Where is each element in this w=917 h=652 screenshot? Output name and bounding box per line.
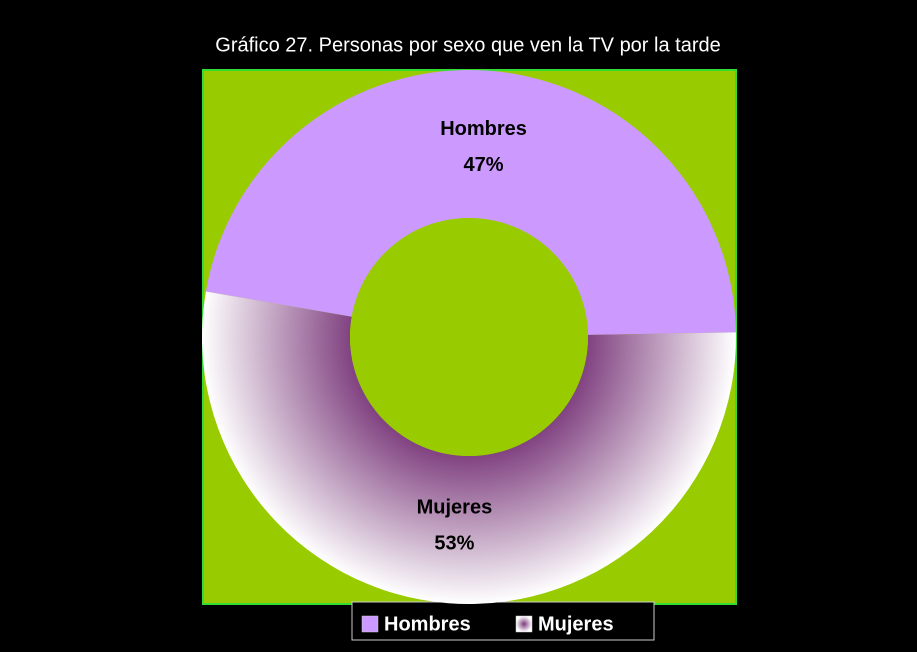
- chart-title: Gráfico 27. Personas por sexo que ven la…: [215, 34, 720, 56]
- donut-slice: [205, 69, 736, 335]
- slice-value-label: 53%: [434, 533, 474, 555]
- legend-label: Hombres: [384, 613, 471, 635]
- legend-swatch: [515, 615, 533, 633]
- slice-label: Mujeres: [417, 497, 493, 519]
- donut-slice: [202, 291, 737, 604]
- slice-value-label: 47%: [464, 154, 504, 176]
- legend-label: Mujeres: [538, 613, 614, 635]
- slice-label: Hombres: [440, 118, 527, 140]
- legend: [351, 601, 655, 641]
- donut-hole: [350, 218, 588, 456]
- legend-swatch: [361, 615, 379, 633]
